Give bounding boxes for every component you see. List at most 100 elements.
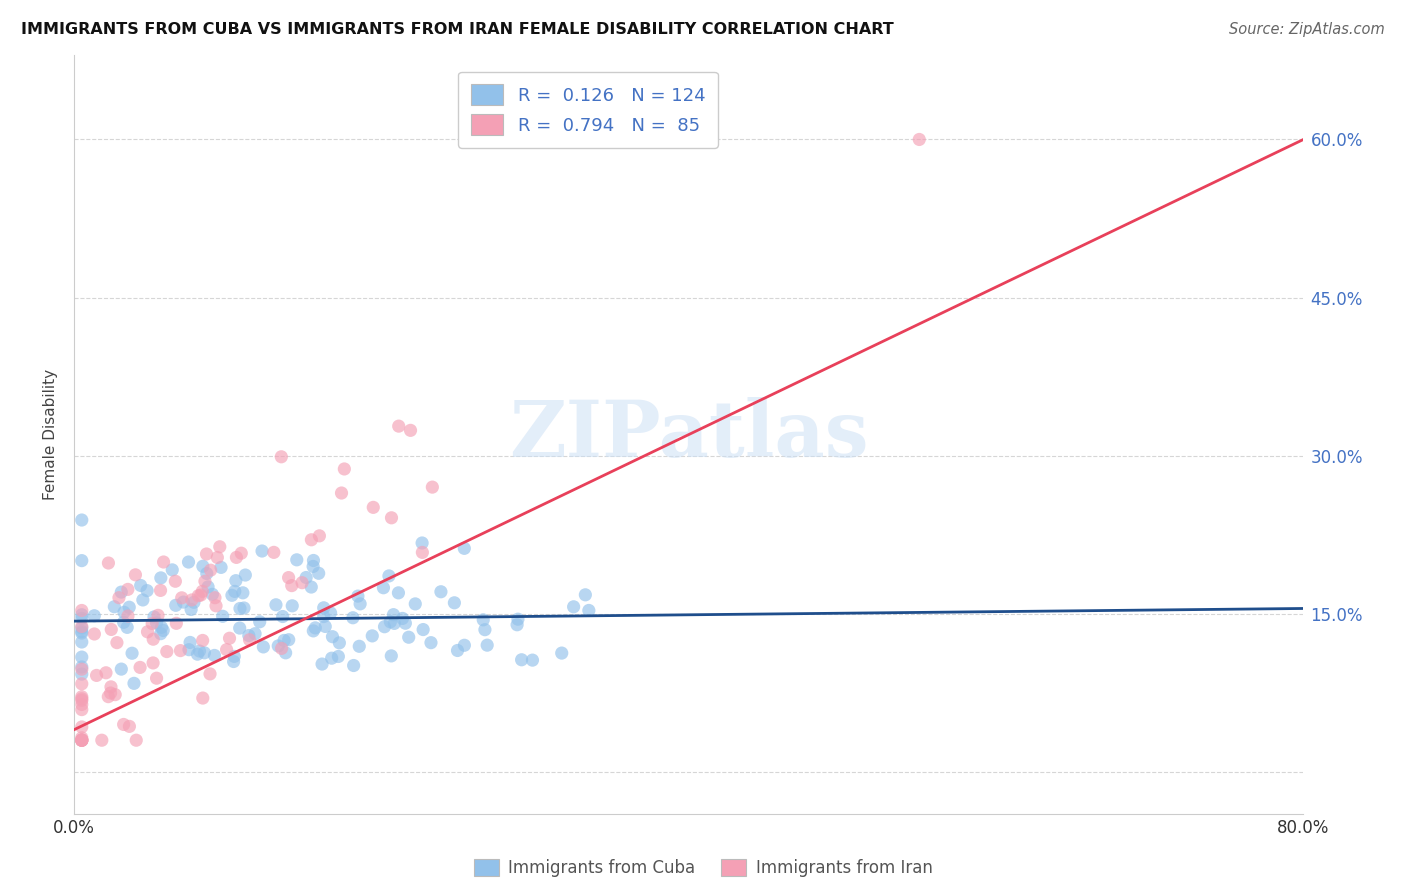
- Point: [70, 677, 93, 691]
- Point: [149, 583, 172, 598]
- Point: [70, 733, 93, 747]
- Point: [378, 569, 401, 583]
- Point: [94, 665, 117, 680]
- Point: [205, 599, 228, 613]
- Point: [224, 649, 246, 664]
- Point: [264, 598, 287, 612]
- Point: [280, 579, 302, 593]
- Point: [328, 649, 350, 664]
- Point: [299, 580, 322, 594]
- Point: [233, 568, 256, 582]
- Point: [180, 602, 202, 616]
- Point: [118, 719, 141, 733]
- Point: [70, 607, 93, 622]
- Point: [249, 615, 271, 629]
- Point: [70, 733, 93, 747]
- Point: [412, 623, 434, 637]
- Point: [308, 566, 330, 581]
- Point: [394, 616, 416, 631]
- Point: [100, 623, 122, 637]
- Point: [183, 595, 205, 609]
- Point: [191, 691, 214, 706]
- Point: [908, 132, 931, 146]
- Point: [100, 680, 122, 694]
- Point: [142, 656, 165, 670]
- Point: [70, 733, 93, 747]
- Point: [361, 629, 384, 643]
- Point: [477, 638, 499, 652]
- Point: [391, 611, 413, 625]
- Point: [70, 513, 93, 527]
- Point: [150, 620, 173, 634]
- Point: [228, 621, 250, 635]
- Point: [387, 586, 409, 600]
- Point: [70, 731, 93, 745]
- Point: [117, 582, 139, 597]
- Point: [100, 686, 122, 700]
- Point: [373, 581, 395, 595]
- Point: [271, 609, 294, 624]
- Point: [321, 651, 343, 665]
- Point: [179, 635, 201, 649]
- Point: [70, 621, 93, 635]
- Point: [522, 653, 544, 667]
- Point: [70, 720, 93, 734]
- Point: [149, 571, 172, 585]
- Point: [197, 580, 219, 594]
- Text: Source: ZipAtlas.com: Source: ZipAtlas.com: [1229, 22, 1385, 37]
- Point: [188, 644, 211, 658]
- Point: [117, 609, 139, 624]
- Point: [172, 595, 194, 609]
- Point: [211, 609, 233, 624]
- Point: [225, 550, 247, 565]
- Point: [422, 480, 444, 494]
- Point: [83, 627, 105, 641]
- Point: [277, 632, 299, 647]
- Point: [195, 566, 218, 581]
- Point: [430, 584, 453, 599]
- Point: [233, 601, 256, 615]
- Point: [238, 632, 260, 647]
- Point: [380, 615, 402, 629]
- Point: [104, 688, 127, 702]
- Point: [222, 655, 245, 669]
- Point: [70, 635, 93, 649]
- Point: [110, 585, 132, 599]
- Point: [124, 567, 146, 582]
- Point: [191, 584, 214, 599]
- Point: [380, 648, 402, 663]
- Point: [136, 624, 159, 639]
- Point: [122, 676, 145, 690]
- Point: [112, 717, 135, 731]
- Point: [165, 599, 187, 613]
- Point: [165, 616, 187, 631]
- Point: [319, 606, 342, 620]
- Point: [70, 698, 93, 712]
- Point: [112, 615, 135, 630]
- Point: [312, 600, 335, 615]
- Point: [165, 574, 187, 589]
- Point: [70, 733, 93, 747]
- Point: [274, 646, 297, 660]
- Point: [105, 635, 128, 649]
- Point: [146, 608, 169, 623]
- Point: [218, 632, 240, 646]
- Point: [200, 563, 222, 577]
- Text: ZIPatlas: ZIPatlas: [509, 397, 869, 473]
- Point: [190, 588, 212, 602]
- Point: [208, 540, 231, 554]
- Point: [191, 559, 214, 574]
- Point: [70, 733, 93, 747]
- Point: [70, 690, 93, 704]
- Text: IMMIGRANTS FROM CUBA VS IMMIGRANTS FROM IRAN FEMALE DISABILITY CORRELATION CHART: IMMIGRANTS FROM CUBA VS IMMIGRANTS FROM …: [21, 22, 894, 37]
- Point: [333, 462, 356, 476]
- Point: [399, 423, 422, 437]
- Point: [118, 600, 141, 615]
- Point: [321, 630, 343, 644]
- Point: [70, 650, 93, 665]
- Point: [347, 589, 370, 603]
- Point: [382, 616, 405, 631]
- Point: [149, 626, 172, 640]
- Point: [506, 612, 529, 626]
- Point: [187, 589, 209, 603]
